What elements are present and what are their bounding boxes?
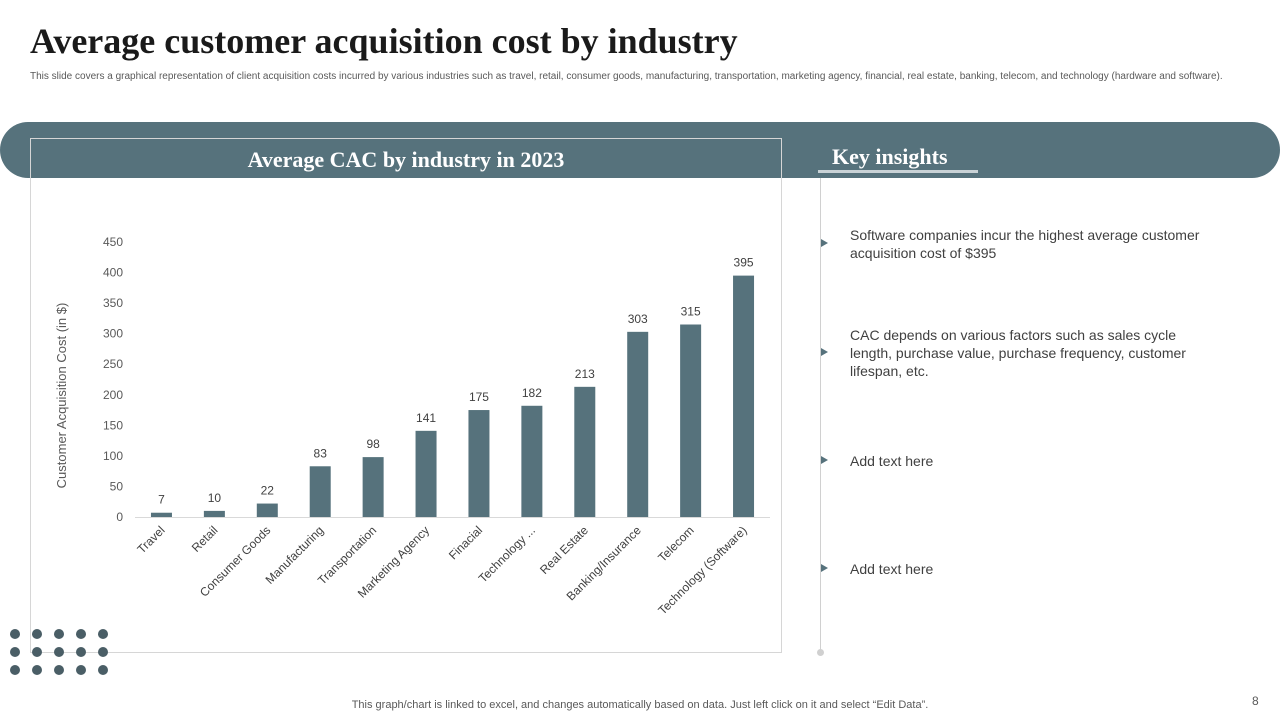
page-number: 8 [1252,694,1259,708]
bar [203,510,225,517]
x-tick-label: Finacial [446,523,485,562]
data-label: 395 [734,256,754,270]
y-tick-label: 350 [103,296,123,310]
slide-title: Average customer acquisition cost by ind… [30,21,738,61]
triangle-bullet-icon [821,348,828,356]
footer-note: This graph/chart is linked to excel, and… [351,699,929,711]
x-tick-label: Travel [134,523,167,556]
data-label: 141 [416,411,436,425]
data-label: 83 [314,446,328,460]
bar [362,457,384,517]
y-tick-label: 250 [103,357,123,371]
data-label: 175 [469,390,489,404]
decorative-dot [32,647,42,657]
y-tick-label: 450 [103,235,123,249]
y-tick-label: 100 [103,449,123,463]
decorative-dot-grid [10,629,120,684]
data-label: 22 [261,484,275,498]
insights-underline [818,170,978,173]
decorative-dot [10,629,20,639]
decorative-dot [76,647,86,657]
decorative-dot [32,629,42,639]
chart-frame[interactable] [30,138,782,653]
triangle-bullet-icon [821,564,828,572]
decorative-dot [98,647,108,657]
decorative-dot [54,665,64,675]
bar [256,503,278,517]
x-tick-label: Real Estate [537,523,591,577]
bar [468,410,490,517]
decorative-dot [54,629,64,639]
x-tick-label: Telecom [655,523,696,564]
key-insights-title: Key insights [832,144,948,169]
triangle-bullet-icon [821,239,828,247]
decorative-dot [98,665,108,675]
data-label: 303 [628,312,648,326]
x-tick-label: Technology (Software) [655,523,749,617]
y-tick-label: 200 [103,388,123,402]
bar [733,275,755,517]
data-label: 10 [208,491,222,505]
bar [627,331,649,517]
bar [150,512,172,517]
data-label: 213 [575,367,595,381]
decorative-dot [98,629,108,639]
insight-text: Add text here [850,453,934,469]
chart-title: Average CAC by industry in 2023 [31,139,781,178]
insight-text: Add text here [850,561,934,577]
y-tick-label: 150 [103,418,123,432]
x-tick-label: Retail [189,523,221,555]
y-tick-label: 300 [103,327,123,341]
data-label: 315 [681,305,701,319]
bar [574,386,596,517]
decorative-dot [32,665,42,675]
y-tick-label: 400 [103,266,123,280]
slide-subtitle: This slide covers a graphical representa… [30,71,1223,82]
insight-text: Software companies incur the highest ave… [850,227,1200,261]
timeline-end-dot [817,649,824,656]
data-label: 7 [158,493,165,507]
y-tick-label: 50 [110,479,124,493]
decorative-dot [76,629,86,639]
insights-timeline-line [820,178,821,652]
decorative-dot [54,647,64,657]
insight-text: CAC depends on various factors such as s… [850,327,1186,379]
bar [415,430,437,517]
bar [309,466,331,517]
y-axis-title: Customer Acquisition Cost (in $) [54,303,69,489]
bar [521,405,543,517]
data-label: 98 [366,437,380,451]
x-tick-label: Technology ... [476,523,538,585]
decorative-dot [10,665,20,675]
decorative-dot [10,647,20,657]
data-label: 182 [522,386,542,400]
bar [680,324,702,517]
triangle-bullet-icon [821,456,828,464]
decorative-dot [76,665,86,675]
y-tick-label: 0 [116,510,123,524]
